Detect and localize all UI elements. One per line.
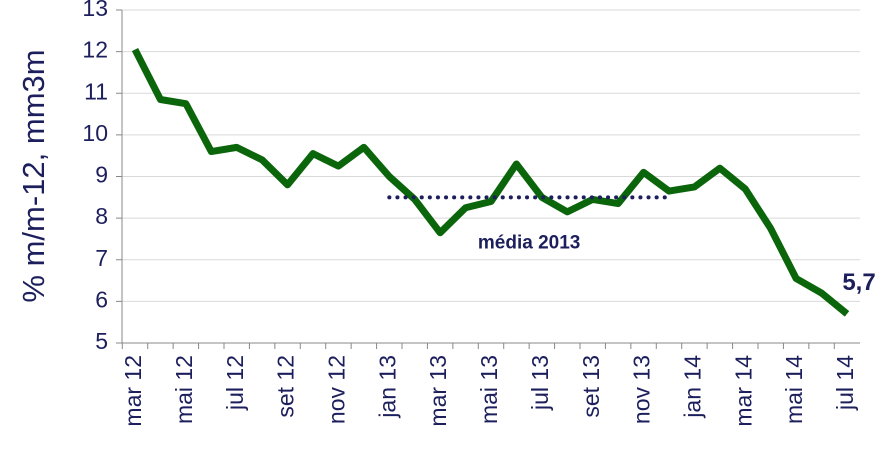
x-tick-label: set 12: [273, 355, 299, 418]
average-label: média 2013: [478, 232, 580, 253]
y-tick-label: 6: [95, 286, 108, 312]
x-tick-label: mai 13: [476, 355, 502, 424]
x-tick-label: jul 13: [527, 355, 553, 411]
x-tick-label: mai 12: [171, 355, 197, 424]
x-tick-label: mar 12: [120, 355, 146, 427]
x-tick-label: nov 12: [324, 355, 350, 424]
x-tick-label: jan 13: [374, 355, 400, 419]
data-label: 5,7: [842, 269, 875, 296]
x-tick-label: mar 14: [730, 355, 756, 427]
y-tick-label: 9: [95, 162, 108, 188]
y-axis-label: % m/m-12, mm3m: [16, 49, 51, 302]
x-tick-label: set 13: [578, 355, 604, 418]
x-tick-label: mar 13: [425, 355, 451, 427]
x-tick-label: jul 14: [832, 355, 858, 411]
y-tick-label: 11: [84, 78, 108, 104]
y-tick-label: 8: [95, 203, 108, 229]
x-tick-label: mai 14: [781, 355, 807, 424]
y-tick-label: 13: [82, 0, 108, 21]
y-tick-label: 5: [95, 328, 108, 354]
y-tick-label: 10: [82, 120, 108, 146]
y-tick-label: 12: [82, 37, 108, 63]
data-line: [131, 47, 850, 317]
x-tick-label: jul 12: [222, 355, 248, 411]
x-tick-label: jan 14: [680, 355, 706, 419]
y-tick-label: 7: [95, 245, 108, 271]
x-tick-label: nov 13: [629, 355, 655, 424]
